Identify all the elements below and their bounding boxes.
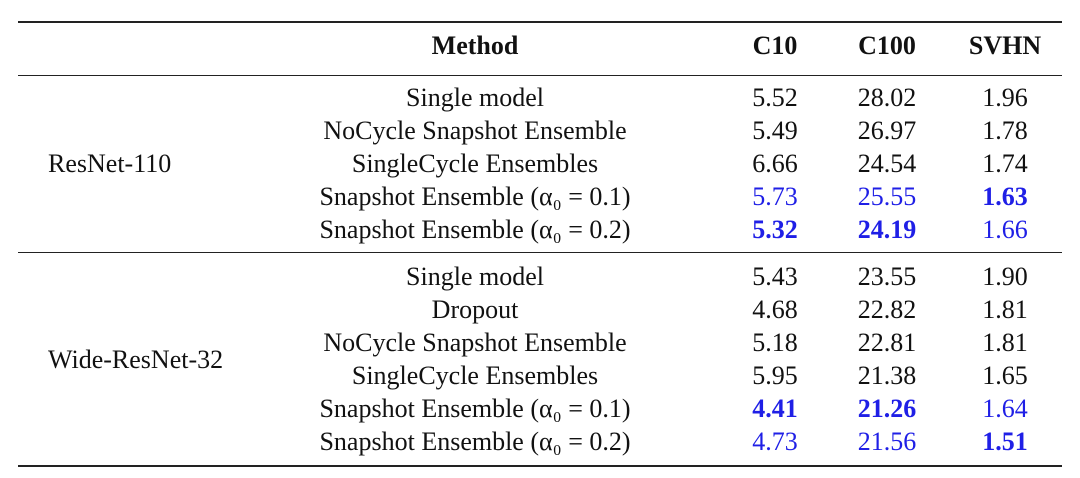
value-cell: 1.66 [982,215,1028,244]
value-cell: 4.41 [752,394,798,423]
group-label: ResNet-110 [48,149,172,178]
value-cell: 4.68 [752,295,798,324]
method-cell: NoCycle Snapshot Ensemble [323,328,627,357]
header-cell: C10 [752,31,798,60]
top-rule [18,21,1062,23]
header-cell: SVHN [968,31,1042,60]
header-cell: C100 [858,31,916,60]
value-cell: 21.56 [857,427,917,456]
value-cell: 26.97 [857,116,917,145]
method-cell: SingleCycle Ensembles [351,149,599,178]
method-cell: Single model [406,83,544,112]
method-cell: Snapshot Ensemble (α₀ = 0.1) [319,394,631,423]
value-cell: 4.73 [752,427,798,456]
value-cell: 24.19 [857,215,917,244]
value-cell: 5.49 [752,116,798,145]
value-cell: 1.90 [982,262,1028,291]
value-cell: 5.32 [752,215,798,244]
value-cell: 1.65 [982,361,1028,390]
value-cell: 24.54 [857,149,917,178]
value-cell: 6.66 [752,149,798,178]
value-cell: 21.26 [857,394,917,423]
value-cell: 22.82 [857,295,917,324]
value-cell: 22.81 [857,328,917,357]
method-cell: Snapshot Ensemble (α₀ = 0.2) [319,427,631,456]
value-cell: 1.96 [982,83,1028,112]
header-rule [18,75,1062,76]
method-cell: Dropout [431,295,519,324]
method-cell: Single model [406,262,544,291]
value-cell: 21.38 [857,361,917,390]
bottom-rule [18,465,1062,467]
header-cell: Method [431,31,519,60]
method-cell: NoCycle Snapshot Ensemble [323,116,627,145]
value-cell: 25.55 [857,182,917,211]
method-cell: SingleCycle Ensembles [351,361,599,390]
value-cell: 23.55 [857,262,917,291]
value-cell: 5.73 [752,182,798,211]
value-cell: 1.63 [982,182,1028,211]
value-cell: 1.74 [982,149,1028,178]
value-cell: 28.02 [857,83,917,112]
value-cell: 1.78 [982,116,1028,145]
value-cell: 1.64 [982,394,1028,423]
value-cell: 1.51 [982,427,1028,456]
method-cell: Snapshot Ensemble (α₀ = 0.2) [319,215,631,244]
group-rule [18,252,1062,253]
group-label: Wide-ResNet-32 [48,344,224,374]
value-cell: 1.81 [982,328,1028,357]
value-cell: 5.18 [752,328,798,357]
value-cell: 5.52 [752,83,798,112]
value-cell: 1.81 [982,295,1028,324]
method-cell: Snapshot Ensemble (α₀ = 0.1) [319,182,631,211]
value-cell: 5.95 [752,361,798,390]
value-cell: 5.43 [752,262,798,291]
